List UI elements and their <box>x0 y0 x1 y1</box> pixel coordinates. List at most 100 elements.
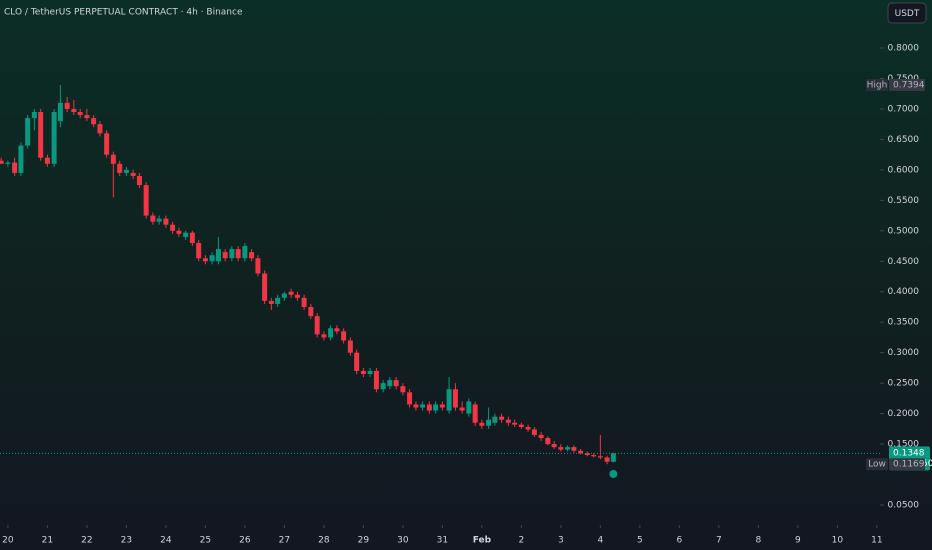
y-tick-label: 0.4500 <box>888 257 920 267</box>
candle-body <box>170 224 176 231</box>
candle-body <box>387 380 393 387</box>
candle-body <box>499 416 505 420</box>
candle-body <box>321 334 327 338</box>
low-marker-name-box <box>866 458 888 471</box>
candle-body <box>301 297 307 307</box>
candle-body <box>578 450 584 454</box>
candle-body <box>341 331 347 341</box>
candle-body <box>308 306 314 317</box>
candle-body <box>571 447 577 451</box>
candle-body <box>281 293 287 298</box>
candle-body <box>117 163 123 173</box>
candle-body <box>472 404 478 423</box>
x-tick-label: 10 <box>832 536 844 546</box>
x-tick-label: 27 <box>279 536 290 546</box>
x-tick-label: 22 <box>81 536 92 546</box>
y-tick-label: 0.8000 <box>888 44 920 54</box>
candle-body <box>558 447 564 450</box>
x-tick-label: 9 <box>795 536 801 546</box>
candle-body <box>492 416 498 423</box>
x-tick-label: 20 <box>2 536 14 546</box>
candle-body <box>420 404 426 408</box>
currency-button-label[interactable]: USDT <box>895 9 920 19</box>
candle-body <box>176 230 182 234</box>
candle-body <box>143 185 149 216</box>
candle-body <box>328 328 334 338</box>
y-tick-label: 0.1500 <box>888 440 920 450</box>
candle-body <box>400 386 406 393</box>
x-tick-label: 26 <box>239 536 251 546</box>
candle-body <box>189 232 195 244</box>
y-tick-label: 0.6500 <box>888 135 920 145</box>
candle-body <box>262 273 268 301</box>
event-icon <box>609 470 618 478</box>
candle-body <box>288 291 294 295</box>
low-marker-value-box <box>889 458 925 471</box>
candle-body <box>209 255 215 262</box>
x-tick-label: 5 <box>637 536 643 546</box>
candle-body <box>51 111 57 164</box>
candle-body <box>439 404 445 408</box>
candle-body <box>591 455 597 457</box>
x-tick-label: 11 <box>871 536 882 546</box>
candle-body <box>452 389 458 408</box>
candle-body <box>426 404 432 411</box>
high-marker-value-box <box>889 78 925 91</box>
x-tick-label: 3 <box>558 536 564 546</box>
y-tick-label: 0.7000 <box>888 104 920 114</box>
candle-body <box>110 154 116 164</box>
currency-button[interactable] <box>887 2 927 24</box>
candle-body <box>242 246 248 259</box>
candle-body <box>407 392 413 405</box>
candle-body <box>486 419 492 426</box>
candle-body <box>222 252 228 259</box>
candle-body <box>163 218 169 225</box>
candle-body <box>249 252 255 259</box>
candle-body <box>25 118 31 146</box>
y-tick-label: 0.4000 <box>888 287 920 297</box>
candle-body <box>433 404 439 411</box>
x-tick-label: 8 <box>755 536 761 546</box>
x-tick-label: 23 <box>121 536 132 546</box>
candle-body <box>0 160 4 164</box>
y-tick-label: 0.2000 <box>888 409 920 419</box>
candle-body <box>202 258 208 262</box>
y-tick-label: 0.6000 <box>888 165 920 175</box>
candle-body <box>229 249 235 259</box>
candle-body <box>294 294 300 298</box>
candle-body <box>584 453 590 456</box>
candle-body <box>156 218 162 222</box>
candle-body <box>57 102 63 122</box>
candle-body <box>545 437 551 445</box>
candle-body <box>136 175 142 186</box>
candle-body <box>31 111 37 119</box>
y-tick-label: 0.2500 <box>888 379 920 389</box>
candle-body <box>446 389 452 411</box>
y-tick-label: 0.3500 <box>888 318 920 328</box>
candle-body <box>314 316 320 335</box>
high-marker-name-box <box>866 78 888 91</box>
candle-body <box>604 457 610 462</box>
last-price-label: 0.1348 <box>893 448 925 458</box>
candle-body <box>393 380 399 387</box>
candle-body <box>64 102 70 109</box>
candle-body <box>123 169 129 173</box>
candle-body <box>97 124 103 134</box>
candle-body <box>255 258 261 274</box>
candle-body <box>610 453 616 462</box>
candle-body <box>18 145 24 173</box>
candle-body <box>505 419 511 423</box>
x-tick-label: 24 <box>160 536 172 546</box>
candle-body <box>413 404 419 408</box>
candle-body <box>130 172 136 176</box>
x-tick-label: 29 <box>358 536 370 546</box>
candle-body <box>531 429 537 435</box>
x-tick-label: 2 <box>518 536 524 546</box>
candle-body <box>104 133 110 155</box>
candle-body <box>380 383 386 390</box>
low-marker-name: Low <box>868 460 886 470</box>
candle-body <box>373 370 379 390</box>
candle-body <box>538 434 544 438</box>
